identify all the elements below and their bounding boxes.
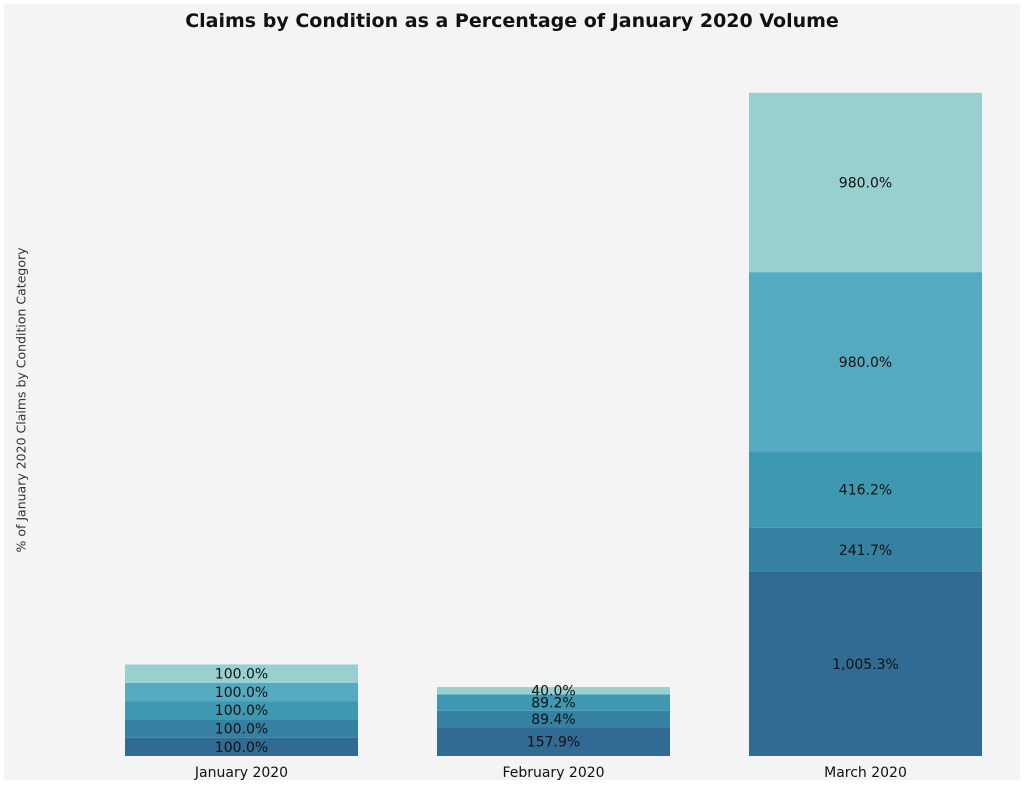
- data-label: 89.2%: [531, 696, 575, 712]
- data-label: 1,005.3%: [832, 657, 899, 673]
- bar-segment-3-1: [749, 571, 982, 756]
- bar-segment-2-1: [437, 727, 670, 756]
- bar-segment-1-1: [125, 737, 358, 756]
- bar-segment-3-3: [749, 451, 982, 528]
- chart-title: Claims by Condition as a Percentage of J…: [185, 10, 839, 32]
- data-label: 241.7%: [839, 543, 892, 559]
- bar-segment-3-2: [749, 527, 982, 572]
- data-label: 980.0%: [839, 355, 892, 371]
- bar-segment-2-3: [437, 694, 670, 711]
- bar-segment-3-5: [749, 92, 982, 273]
- bar-segment-2-5: [437, 687, 670, 695]
- data-label: 89.4%: [531, 712, 575, 728]
- data-label: 416.2%: [839, 483, 892, 499]
- x-tick-label: March 2020: [824, 765, 907, 781]
- bar-segment-3-4: [749, 272, 982, 452]
- data-label: 100.0%: [215, 667, 268, 683]
- data-label: 100.0%: [215, 685, 268, 701]
- bar-segment-1-2: [125, 719, 358, 738]
- data-label: 100.0%: [215, 722, 268, 738]
- data-label: 157.9%: [527, 735, 580, 751]
- data-label: 100.0%: [215, 740, 268, 756]
- bar-segment-1-3: [125, 701, 358, 720]
- bar-segment-1-5: [125, 664, 358, 683]
- data-label: 100.0%: [215, 703, 268, 719]
- bar-segment-2-2: [437, 710, 670, 728]
- data-label: 980.0%: [839, 175, 892, 191]
- x-tick-label: February 2020: [502, 765, 604, 781]
- x-tick-label: January 2020: [194, 765, 288, 781]
- data-label: 40.0%: [531, 684, 575, 700]
- bar-segment-1-4: [125, 682, 358, 702]
